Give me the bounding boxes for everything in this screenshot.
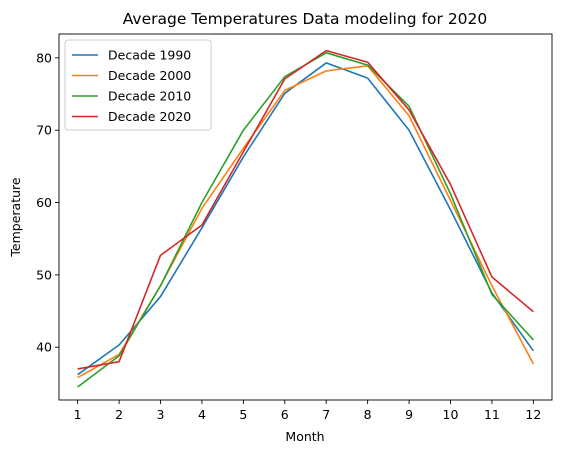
x-tick-label: 8	[364, 407, 372, 422]
y-tick-label: 50	[36, 267, 52, 282]
series-lines	[77, 49, 535, 388]
x-tick-label: 9	[405, 407, 413, 422]
legend: Decade 1990 Decade 2000 Decade 2010 Decade …	[64, 39, 212, 131]
x-tick-label: 6	[281, 407, 289, 422]
x-tick-label: 2	[115, 407, 123, 422]
legend-label: Decade 1990	[108, 48, 191, 63]
legend-label: Decade 2020	[108, 109, 191, 124]
legend-box	[64, 39, 212, 131]
x-tick-label: 10	[443, 407, 459, 422]
y-tick-label: 60	[36, 195, 52, 210]
legend-label: Decade 2000	[108, 68, 191, 83]
legend-label: Decade 2010	[108, 89, 191, 104]
y-tick-label: 70	[36, 123, 52, 138]
series-line-1	[77, 62, 535, 376]
x-tick-label: 1	[74, 407, 82, 422]
x-axis-label: Month	[285, 429, 324, 444]
chart-title: Average Temperatures Data modeling for 2…	[123, 10, 488, 28]
y-axis-label: Temperature	[8, 177, 23, 257]
plot-frame	[58, 33, 553, 401]
series-line-4	[77, 49, 534, 370]
x-tick-label: 11	[484, 407, 500, 422]
x-tick-label: 3	[157, 407, 165, 422]
x-tick-label: 5	[239, 407, 247, 422]
x-tick-label: 7	[322, 407, 330, 422]
x-tick-label: 4	[198, 407, 206, 422]
y-tick-label: 80	[36, 50, 52, 65]
x-axis-ticks: 1 2 3 4 5 6 7 8 9 10 11 12	[74, 400, 541, 422]
y-axis-ticks: 40 50 60 70 80	[36, 50, 59, 355]
x-tick-label: 12	[525, 407, 541, 422]
y-tick-label: 40	[36, 340, 52, 355]
